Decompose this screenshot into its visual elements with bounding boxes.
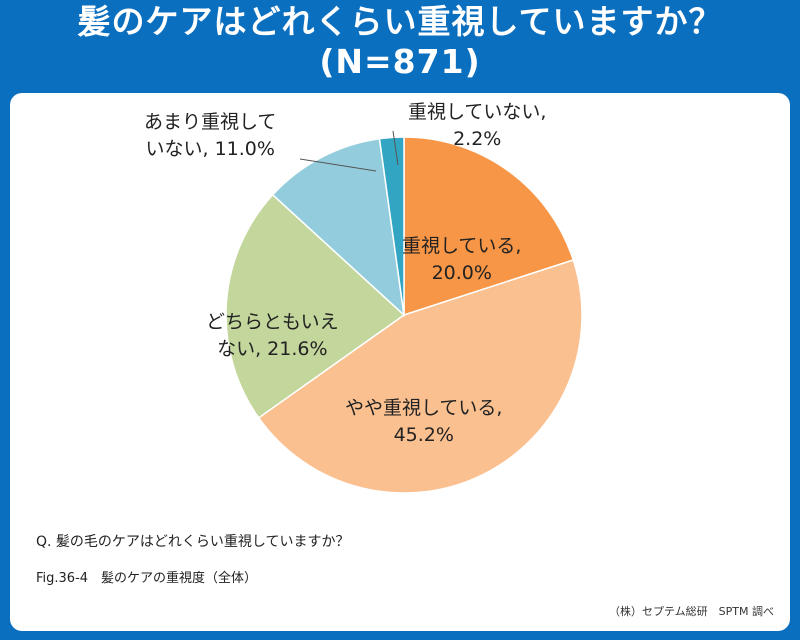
title-line-2: (N=871) [319,42,481,81]
slice-label-neutral-line1: どちらともいえ [206,311,339,333]
leader-line-not-important [392,130,399,166]
chart-panel: 重視している, 20.0% やや重視している, 45.2% どちらともいえ ない… [10,93,790,631]
slice-label-somewhat-important-line2: 45.2% [393,424,454,446]
figure-caption: Fig.36-4 髪のケアの重視度（全体） [36,571,258,586]
chart-title: 髪のケアはどれくらい重視していますか？ (N=871) [0,2,800,82]
slice-label-neutral-line2: ない, 21.6% [217,338,328,360]
slice-label-important-line2: 20.0% [431,262,492,284]
source-credit: （株）セプテム総研 SPTM 調べ [609,605,774,618]
pie-slice-not-important [378,136,405,316]
slice-label-neutral: どちらともいえ ない, 21.6% [206,309,339,363]
slice-label-somewhat-important: やや重視している, 45.2% [345,395,502,449]
pie-slice-neutral [225,193,406,419]
leader-line-not-very-important [299,158,377,172]
title-line-1: 髪のケアはどれくらい重視していますか？ [77,2,723,41]
slice-label-important: 重視している, 20.0% [402,233,521,287]
pie-slice-not-very-important [271,137,406,317]
pie-chart [225,130,583,494]
slice-label-not-important-line1: 重視していない, [408,101,547,123]
pie-slice-important [403,136,575,317]
slice-label-not-important-line2: 2.2% [453,128,502,150]
slice-label-not-very-important: あまり重視して いない, 11.0% [144,109,276,163]
pie-slice-somewhat-important [257,259,583,494]
slice-label-not-important: 重視していない, 2.2% [408,99,546,153]
slice-label-not-very-important-line1: あまり重視して [144,111,277,133]
survey-question: Q. 髪の毛のケアはどれくらい重視していますか？ [36,534,350,550]
slice-label-not-very-important-line2: いない, 11.0% [145,138,275,160]
slice-label-somewhat-important-line1: やや重視している, [345,397,503,419]
slice-label-important-line1: 重視している, [402,235,522,257]
